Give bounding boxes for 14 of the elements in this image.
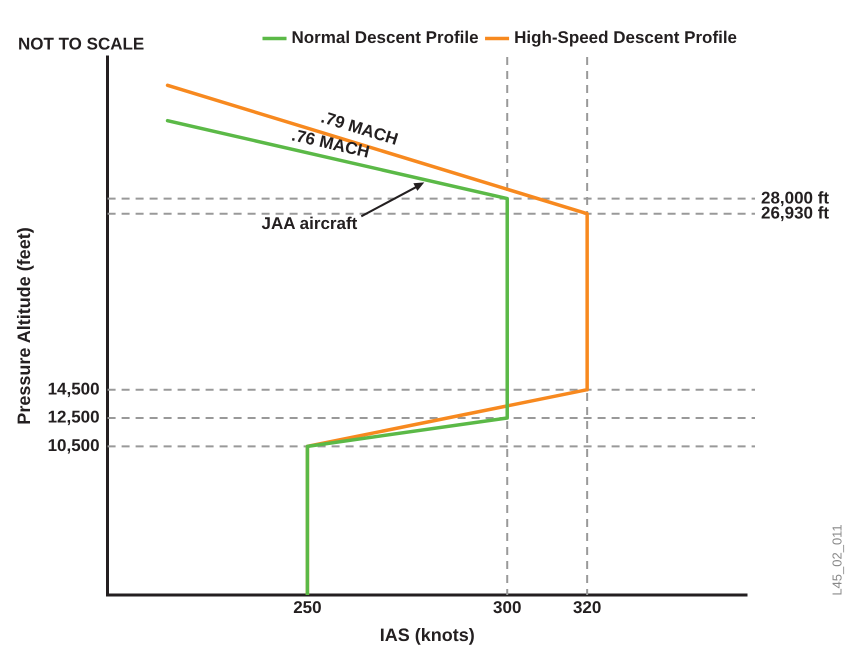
y-axis-title: Pressure Altitude (feet) (14, 227, 34, 425)
legend-label: Normal Descent Profile (292, 28, 479, 48)
x-tick-label: 320 (572, 598, 602, 617)
text: NOT TO SCALE (18, 34, 144, 54)
legend-label: High-Speed Descent Profile (514, 28, 738, 48)
text: L45_02_011 (830, 524, 845, 596)
x-tick-label: 250 (293, 598, 322, 617)
y-tick-label: 12,500 (48, 408, 100, 427)
y-tick-label: 10,500 (48, 436, 100, 456)
ref-line-label: 28,000 ft (761, 188, 830, 208)
x-tick-label: 300 (493, 598, 522, 617)
x-axis-title: IAS (knots) (380, 625, 475, 646)
y-tick-label: 14,500 (48, 379, 100, 398)
annotation: JAA aircraft (262, 214, 358, 234)
